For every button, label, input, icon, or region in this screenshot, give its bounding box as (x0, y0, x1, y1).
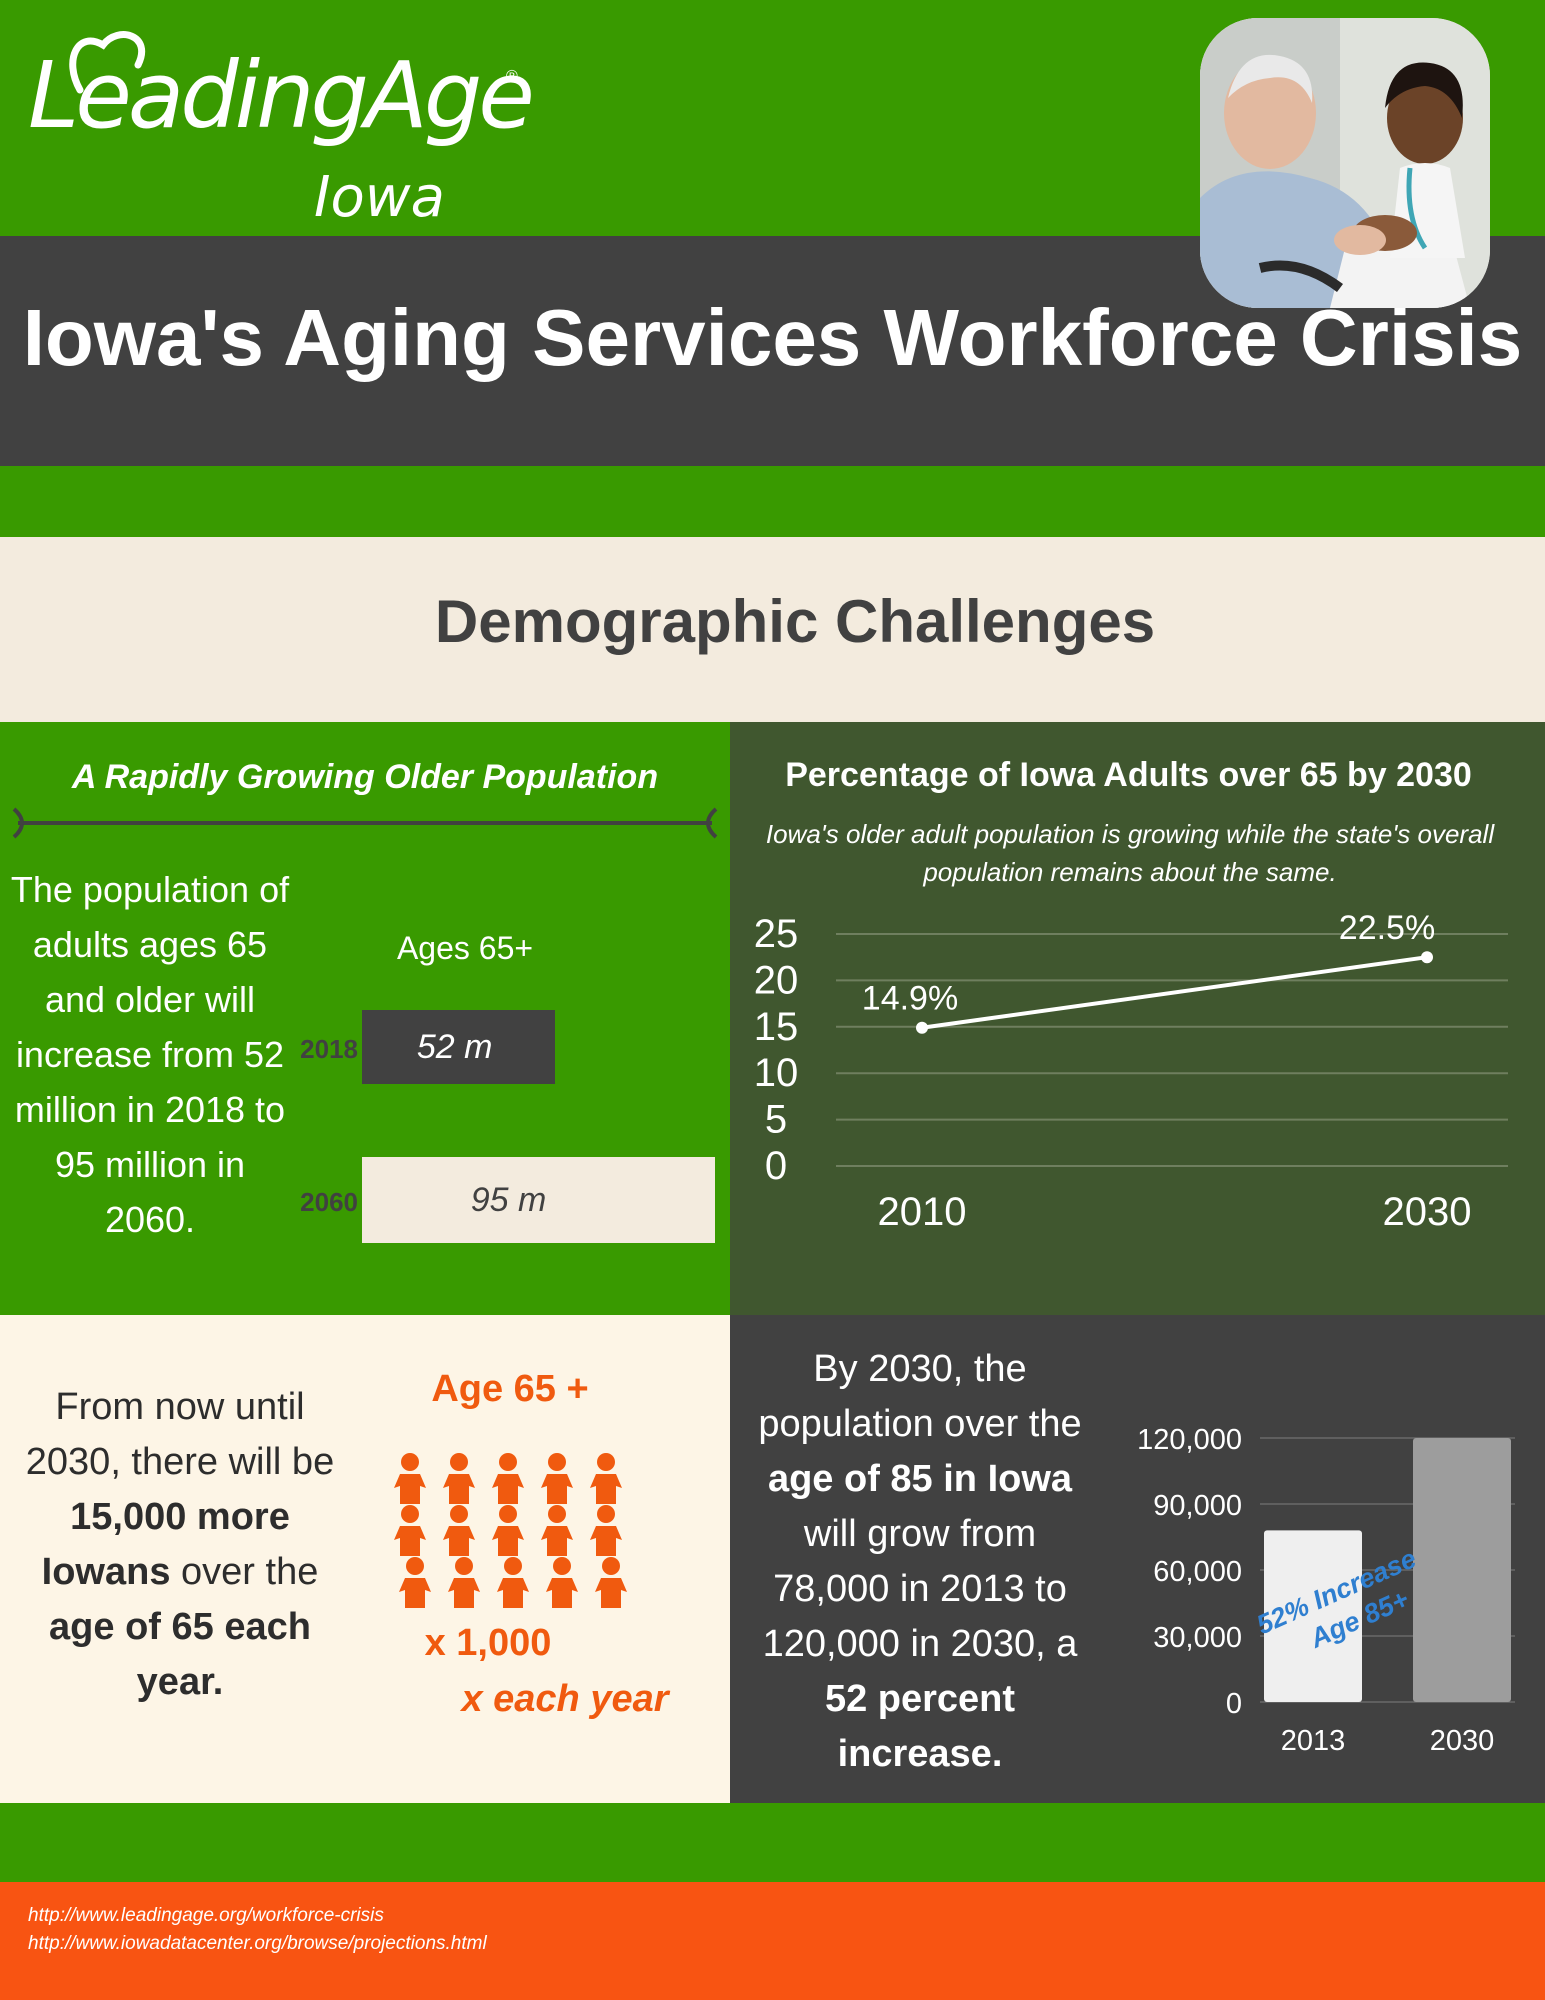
person-icon (546, 1557, 578, 1608)
heart-icon (69, 31, 146, 94)
population-bar-2018: 52 m (362, 1010, 556, 1084)
growing-population-title: A Rapidly Growing Older Population (71, 758, 659, 796)
person-icon (399, 1557, 431, 1608)
section-band (0, 537, 1545, 722)
text-line: 78,000 in 2013 to (773, 1568, 1067, 1610)
data-point (1421, 951, 1433, 964)
text-line: 2030, there will be (25, 1441, 335, 1483)
y-tick-label: 10 (754, 1051, 799, 1095)
text-line: age of 65 each (49, 1606, 311, 1648)
person-icon (492, 1505, 524, 1556)
registered-mark: ® (506, 68, 518, 85)
population-value-2060: 95 m (470, 1180, 547, 1219)
x-tick-label: 2010 (878, 1190, 967, 1234)
people-icons (394, 1453, 627, 1608)
growth-per-year-text: From now until 2030, there will be 15,000 … (10, 1380, 350, 1710)
person-icon (448, 1557, 480, 1608)
logo: LeadingAge ® Iowa (28, 20, 548, 230)
data-point (916, 1021, 928, 1034)
x-tick-label: 2013 (1281, 1725, 1346, 1757)
section-title: Demographic Challenges (434, 588, 1156, 655)
age85-panel (730, 1315, 1545, 1803)
person-icon (443, 1453, 475, 1504)
page-title: Iowa's Aging Services Workforce Crisis (22, 293, 1523, 382)
text-line: From now until (55, 1386, 305, 1428)
footer (0, 1882, 1545, 2000)
y-tick-label: 5 (765, 1098, 787, 1142)
y-tick-label: 30,000 (1153, 1622, 1242, 1654)
year-label-2060: 2060 (300, 1187, 358, 1217)
y-tick-label: 120,000 (1137, 1424, 1242, 1456)
population-value-2018: 52 m (416, 1027, 493, 1066)
age85-text: By 2030, the population over the age of 85… (745, 1342, 1095, 1782)
photo-illustration (1200, 18, 1490, 308)
text-line: population over the (758, 1403, 1082, 1445)
text-line: age of 85 in Iowa (767, 1458, 1073, 1500)
person-icon (595, 1557, 627, 1608)
percent-chart-title: Percentage of Iowa Adults over 65 by 203… (785, 756, 1472, 794)
person-icon (541, 1453, 573, 1504)
logo-wordmark: LeadingAge (28, 42, 535, 149)
y-tick-label: 60,000 (1153, 1556, 1242, 1588)
person-icon (590, 1453, 622, 1504)
text-line: 15,000 more (70, 1496, 290, 1538)
person-icon (492, 1453, 524, 1504)
age-65-label: Age 65 + (431, 1368, 589, 1410)
y-tick-label: 20 (754, 958, 799, 1002)
text-line: By 2030, the (813, 1348, 1027, 1390)
person-icon (497, 1557, 529, 1608)
person-icon (541, 1505, 573, 1556)
y-tick-label: 15 (754, 1005, 799, 1049)
person-icon (443, 1505, 475, 1556)
y-tick-label: 25 (754, 912, 799, 956)
source-link-2[interactable]: http://www.iowadatacenter.org/browse/pro… (28, 1933, 487, 1954)
y-tick-label: 0 (1226, 1688, 1242, 1720)
person-icon (394, 1505, 426, 1556)
bar (1413, 1438, 1511, 1702)
text-line: will grow from (803, 1513, 1037, 1555)
source-link-1[interactable]: http://www.leadingage.org/workforce-cris… (28, 1905, 384, 1926)
data-label: 14.9% (862, 980, 958, 1018)
text-line: year. (136, 1661, 224, 1703)
text-line: increase. (837, 1733, 1003, 1775)
y-tick-label: 90,000 (1153, 1490, 1242, 1522)
text-line: Iowans over the (41, 1551, 319, 1593)
y-tick-label: 0 (765, 1144, 787, 1188)
growing-population-text: The population of adults ages 65 and old… (10, 869, 290, 1240)
x-tick-label: 2030 (1430, 1725, 1495, 1757)
percent-chart-subtitle: Iowa's older adult population is growing… (765, 819, 1495, 887)
multiplier-label: x 1,000 (424, 1622, 552, 1664)
person-icon (394, 1453, 426, 1504)
text-line: 52 percent (824, 1678, 1016, 1720)
text-line: 120,000 in 2030, a (762, 1623, 1078, 1665)
bar (1264, 1530, 1362, 1702)
caregiver-photo (1200, 18, 1490, 308)
data-label: 22.5% (1339, 909, 1435, 947)
ages-column-head: Ages 65+ (396, 930, 534, 966)
percent-chart-panel (730, 722, 1545, 1315)
logo-subtitle: Iowa (314, 165, 445, 230)
divider (12, 807, 718, 839)
year-label-2018: 2018 (300, 1034, 358, 1064)
series-line (921, 955, 1428, 1030)
population-bar-2060: 95 m (362, 1157, 715, 1243)
x-tick-label: 2030 (1383, 1190, 1472, 1234)
person-icon (590, 1505, 622, 1556)
per-year-label: x each year (461, 1678, 669, 1720)
